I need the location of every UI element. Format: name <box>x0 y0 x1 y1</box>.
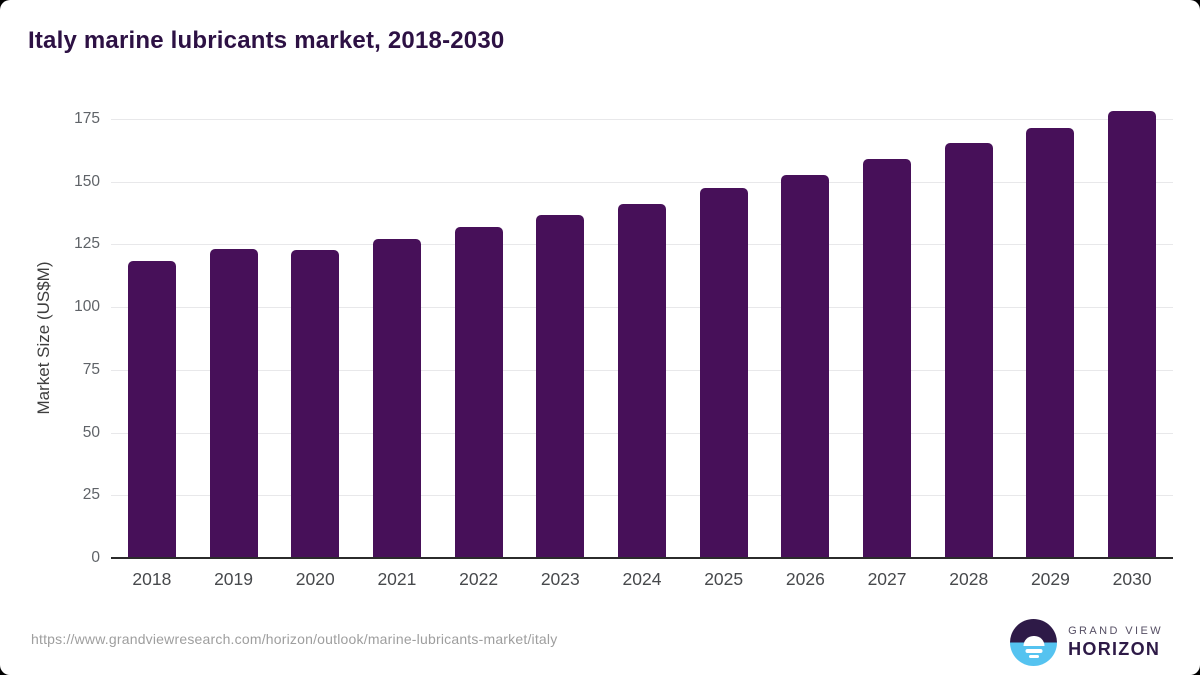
y-tick-75: 75 <box>82 360 100 378</box>
bar-2023 <box>536 214 585 558</box>
x-label-2029: 2029 <box>1030 569 1070 589</box>
grand-view-horizon-logo: GRAND VIEW HORIZON <box>1010 619 1163 666</box>
chart-title: Italy marine lubricants market, 2018-203… <box>28 27 505 54</box>
y-tick-100: 100 <box>74 298 100 316</box>
bar-2021 <box>372 238 421 558</box>
bar-2030 <box>1108 110 1157 558</box>
bar-2022 <box>454 226 503 558</box>
x-label-2030: 2030 <box>1112 569 1152 589</box>
y-tick-0: 0 <box>91 549 100 566</box>
x-label-2028: 2028 <box>949 569 989 589</box>
bar-2018 <box>127 261 176 558</box>
x-label-2022: 2022 <box>459 569 499 589</box>
bar-2024 <box>617 204 666 558</box>
gridline-150 <box>111 181 1173 183</box>
x-label-2019: 2019 <box>214 569 253 589</box>
x-label-2025: 2025 <box>704 569 744 589</box>
x-label-2021: 2021 <box>377 569 417 589</box>
sun-reflection-line-1 <box>1025 648 1043 653</box>
x-label-2024: 2024 <box>622 569 662 589</box>
bars <box>111 110 1173 558</box>
y-tick-175: 175 <box>74 110 100 127</box>
y-tick-150: 150 <box>74 172 100 190</box>
gridline-175 <box>111 119 1173 120</box>
sunrise-logo-icon <box>1010 619 1058 666</box>
x-axis-line <box>111 557 1173 559</box>
bar-2026 <box>781 175 830 558</box>
x-label-2020: 2020 <box>295 569 335 589</box>
sun-reflection-line-2 <box>1028 654 1039 658</box>
x-label-2027: 2027 <box>867 569 907 589</box>
x-label-2023: 2023 <box>540 569 580 589</box>
y-tick-50: 50 <box>82 423 100 441</box>
bar-2027 <box>863 158 912 558</box>
x-label-2026: 2026 <box>785 569 825 589</box>
bar-2019 <box>209 249 258 558</box>
y-tick-25: 25 <box>82 486 100 504</box>
y-tick-125: 125 <box>74 235 100 253</box>
bar-2020 <box>291 250 340 558</box>
y-tick-labels: 0 25 50 75 100 125 150 175 <box>0 110 100 566</box>
logo-text: GRAND VIEW HORIZON <box>1068 625 1163 660</box>
x-axis-labels: 2018 2019 2020 2021 2022 2023 2024 2025 2026 2027… <box>111 569 1173 590</box>
plot-area <box>111 110 1173 559</box>
bar-2025 <box>699 188 748 558</box>
bar-2028 <box>944 143 993 558</box>
source-url: https://www.grandviewresearch.com/horizo… <box>31 631 558 647</box>
logo-text-horizon: HORIZON <box>1068 639 1161 659</box>
x-label-2018: 2018 <box>132 569 172 589</box>
sun-dome-shape <box>1023 636 1045 646</box>
logo-text-grand-view: GRAND VIEW <box>1068 625 1163 637</box>
bar-2029 <box>1026 128 1075 558</box>
